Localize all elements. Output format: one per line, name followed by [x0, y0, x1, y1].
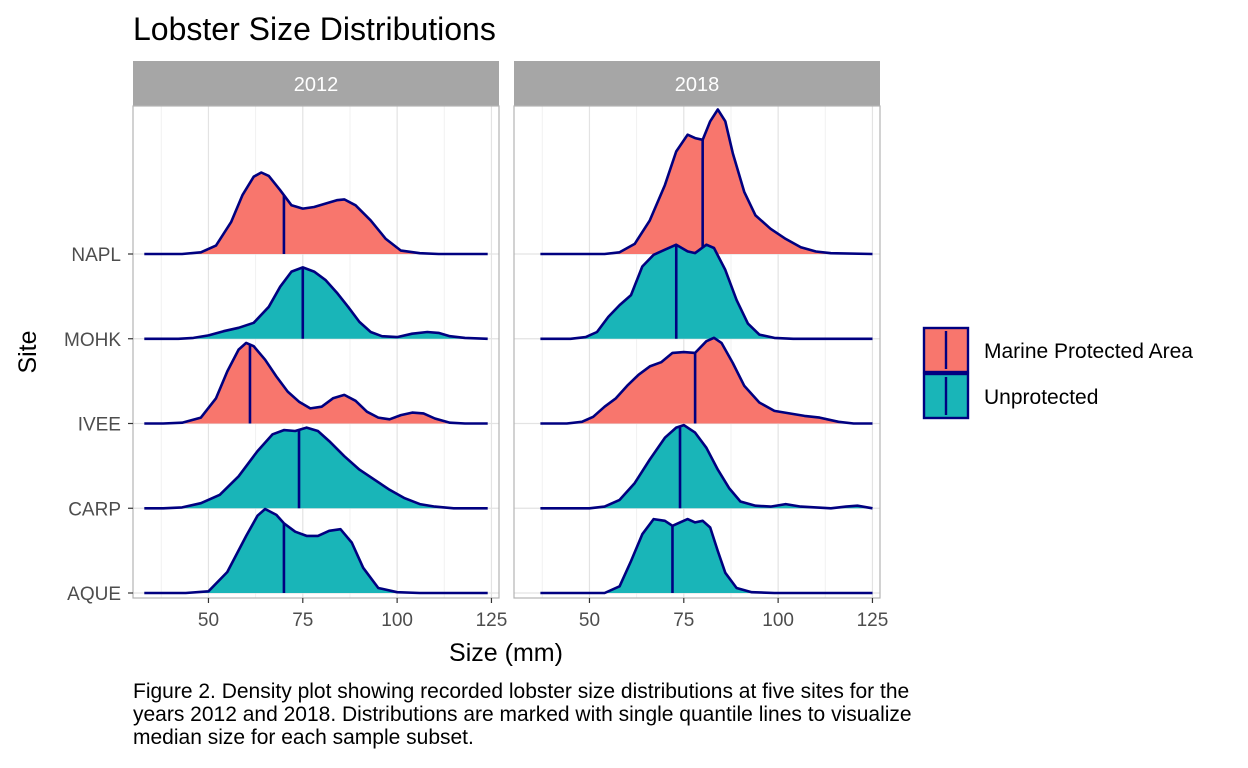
legend-item: Unprotected [922, 372, 1098, 420]
legend-item: Marine Protected Area [922, 326, 1193, 374]
legend-label: Unprotected [984, 386, 1098, 409]
ridge-fill [144, 509, 488, 593]
ridge-mohk [144, 266, 488, 341]
facet-strip [133, 61, 499, 106]
x-tick-label: 125 [476, 610, 508, 631]
ridge-outline [540, 336, 873, 425]
panel-2012: 2012 50 75 100 125 AQUE CARP IVEE MOHK NAPL [64, 61, 507, 631]
ridge-fill [540, 519, 873, 593]
legend: Marine Protected Area Unprotected [922, 326, 1193, 420]
ridge-outline [144, 266, 488, 341]
y-axis-title: Site [14, 330, 42, 373]
ridge-outline [144, 426, 488, 510]
y-tick-label: CARP [68, 499, 121, 520]
ridge-ivee [540, 336, 873, 425]
y-tick-label: IVEE [78, 415, 121, 436]
panel-border [513, 105, 881, 599]
x-tick-label: 125 [857, 610, 889, 631]
ridge-outline [540, 243, 873, 341]
ridge-fill [144, 427, 488, 509]
legend-label: Marine Protected Area [984, 340, 1193, 363]
ridge-napl [144, 171, 488, 256]
ridge-fill [540, 244, 873, 339]
figure-caption: Figure 2. Density plot showing recorded … [133, 680, 912, 749]
ridge-napl [540, 108, 873, 256]
ridge-outline [540, 517, 873, 595]
ridge-fill [144, 172, 488, 254]
ridge-fill [144, 342, 488, 424]
ridge-fill [144, 267, 488, 339]
y-tick-label: MOHK [64, 330, 121, 351]
ridge-mohk [540, 243, 873, 341]
x-tick-label: 100 [762, 610, 794, 631]
chart-title: Lobster Size Distributions [133, 11, 496, 47]
ridge-carp [144, 426, 488, 510]
ridge-fill [540, 425, 873, 509]
x-tick-label: 75 [673, 610, 694, 631]
panel-background [133, 106, 499, 598]
facet-strip-label: 2012 [294, 74, 339, 96]
ridge-fill [540, 109, 873, 254]
ridge-carp [540, 423, 873, 510]
panel-2018: 2018 50 75 100 125 [513, 61, 889, 631]
facet-strip [514, 61, 880, 106]
facet-strip-label: 2018 [675, 74, 720, 96]
panel-border [132, 105, 500, 599]
ridge-aque [540, 517, 873, 595]
ridge-outline [144, 171, 488, 256]
ridge-outline [540, 423, 873, 510]
ridge-ivee [144, 341, 488, 425]
ridge-aque [144, 507, 488, 595]
ridge-outline [144, 507, 488, 595]
x-tick-label: 50 [198, 610, 219, 631]
x-tick-label: 50 [579, 610, 600, 631]
ridge-outline [540, 108, 873, 256]
y-tick-label: AQUE [67, 584, 121, 605]
x-axis-title: Size (mm) [449, 639, 563, 667]
x-tick-label: 100 [381, 610, 413, 631]
ridge-outline [144, 341, 488, 425]
chart-panels: 2012 50 75 100 125 AQUE CARP IVEE MOHK NAPL 2018 50… [64, 61, 888, 631]
ridge-fill [540, 337, 873, 424]
y-tick-label: NAPL [71, 245, 121, 266]
x-tick-label: 75 [292, 610, 313, 631]
